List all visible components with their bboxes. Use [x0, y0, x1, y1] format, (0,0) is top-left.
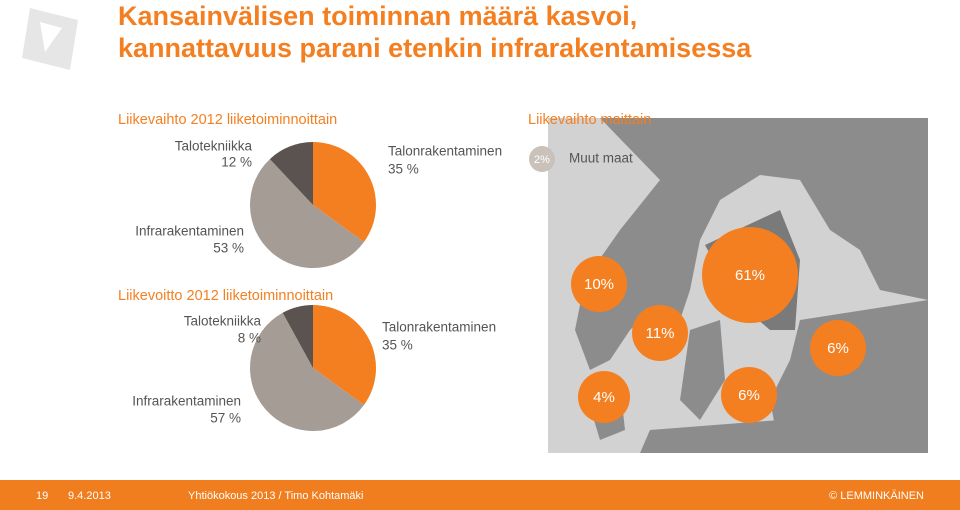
pie-slice [249, 312, 364, 432]
bubble-label: 11% [646, 325, 675, 342]
pie-slice [250, 159, 364, 268]
bubble [529, 146, 555, 172]
slice-value: 35 % [382, 338, 413, 353]
pie-slice [269, 142, 313, 205]
bubble-label: 10% [584, 276, 614, 293]
bubble [810, 320, 866, 376]
title-line: kannattavuus parani etenkin infrarakenta… [118, 33, 752, 63]
bubble [702, 227, 798, 323]
slice-value: 12 % [221, 155, 252, 170]
title-line: Kansainvälisen toiminnan määrä kasvoi, [118, 1, 637, 31]
slice-label: Talotekniikka [175, 139, 253, 154]
slice-label: Talonrakentaminen [382, 320, 496, 335]
pie-slice [313, 142, 377, 243]
slice-label: Infrarakentaminen [132, 394, 241, 409]
page-number: 19 [36, 490, 48, 502]
bubble-label: 4% [593, 389, 615, 406]
slice-value: 53 % [213, 241, 244, 256]
bubble [578, 371, 630, 423]
slice-value: 35 % [388, 162, 419, 177]
pie-slice [282, 305, 313, 368]
chart-title: Liikevoitto 2012 liiketoiminnoittain [118, 288, 333, 304]
bubble [721, 367, 777, 423]
slice-label: Infrarakentaminen [135, 224, 244, 239]
bubble-label: 6% [738, 387, 760, 404]
legend-label: Muut maat [569, 151, 633, 166]
pie-slice [313, 305, 377, 406]
bubble-label: 61% [735, 267, 765, 284]
slice-value: 8 % [238, 331, 261, 346]
bubble-label: 2% [534, 154, 550, 166]
brand: © LEMMINKÄINEN [829, 490, 924, 502]
chart-title: Liikevaihto maittain [528, 112, 651, 128]
bubble-label: 6% [827, 340, 849, 357]
bubble [571, 256, 627, 312]
slice-value: 57 % [210, 411, 241, 426]
slice-label: Talonrakentaminen [388, 144, 502, 159]
chart-title: Liikevaihto 2012 liiketoiminnoittain [118, 112, 337, 128]
footer-bar [0, 480, 960, 510]
date: 9.4.2013 [68, 490, 111, 502]
event: Yhtiökokous 2013 / Timo Kohtamäki [188, 490, 363, 502]
slice-label: Talotekniikka [184, 314, 262, 329]
bubble [632, 305, 688, 361]
logo [22, 8, 78, 70]
